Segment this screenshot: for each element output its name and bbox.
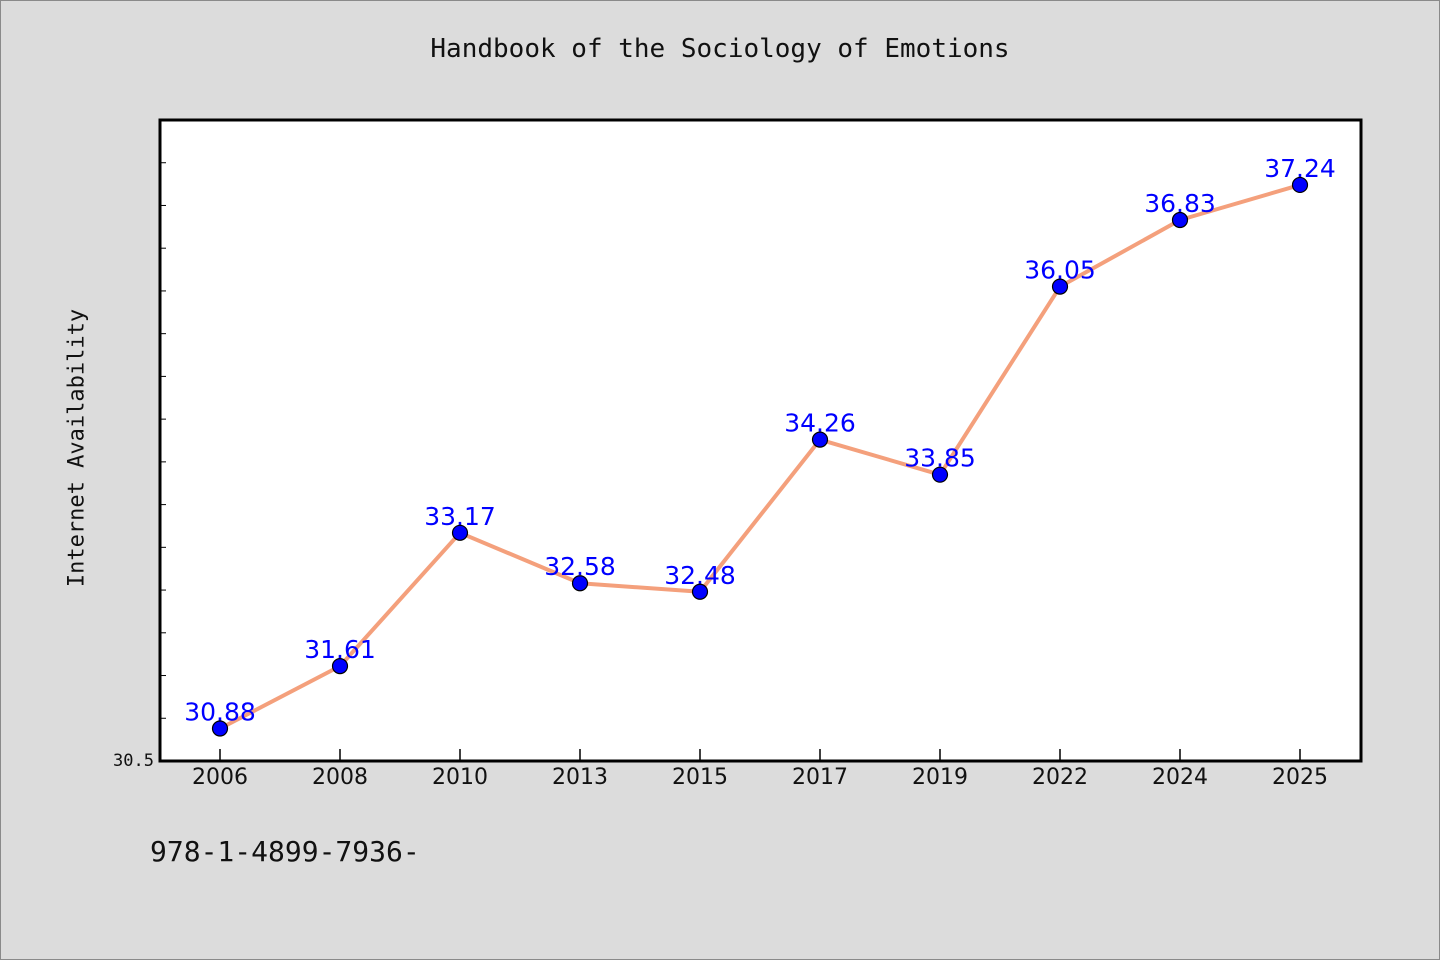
plot-border <box>158 118 1363 763</box>
x-tick-label: 2015 <box>672 765 728 790</box>
data-point <box>571 575 589 592</box>
data-point <box>1171 211 1189 229</box>
x-tick-label: 2008 <box>312 765 368 790</box>
x-tick-label: 2017 <box>792 765 848 790</box>
x-tick-label: 2010 <box>432 765 488 790</box>
footnote: 978-1-4899-7936- <box>150 835 420 868</box>
x-tick-label: 2024 <box>1152 765 1208 790</box>
data-point <box>211 720 229 737</box>
plot-area <box>160 120 1361 761</box>
data-point <box>691 583 709 600</box>
x-tick-label: 2025 <box>1272 765 1328 790</box>
data-point <box>331 658 349 675</box>
x-tick-label: 2022 <box>1032 765 1088 790</box>
x-tick-label: 2006 <box>192 765 248 790</box>
chart-title: Handbook of the Sociology of Emotions <box>430 34 1010 64</box>
x-tick-label: 2019 <box>912 765 968 790</box>
data-point <box>811 431 829 448</box>
data-point <box>451 524 469 541</box>
x-tick-label: 2013 <box>552 765 608 790</box>
data-point <box>1291 176 1309 194</box>
series-line <box>219 183 1301 731</box>
y-tick-label: 30.5 <box>113 751 154 771</box>
data-point <box>1051 278 1069 295</box>
data-point <box>931 466 949 483</box>
